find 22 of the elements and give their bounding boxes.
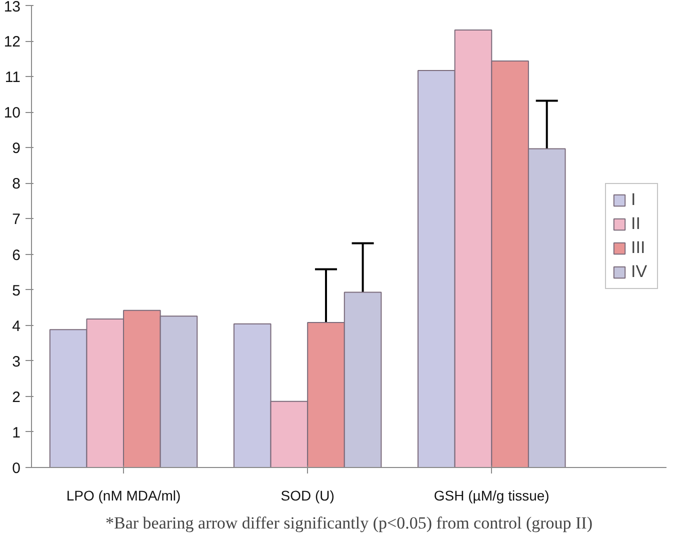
legend-label: I [631,190,637,210]
legend-label: IV [631,262,648,282]
y-tick-label: 5 [12,282,20,300]
x-tick-label: GSH (µM/g tissue) [434,488,550,504]
y-tick-label: 13 [4,0,21,16]
y-tick-label: 4 [12,318,20,335]
y-tick-label: 0 [12,460,20,477]
y-tick-label: 6 [12,246,20,264]
x-tick-label: SOD (U) [280,488,334,504]
y-tick-label: 12 [4,34,21,51]
y-tick-label: 8 [12,176,20,193]
legend-label: III [631,238,646,258]
y-tick-label: 3 [12,353,20,370]
y-tick-label: 1 [12,424,20,442]
y-tick-label: 7 [12,211,20,228]
y-tick-label: 11 [4,69,21,86]
y-tick-label: 9 [12,140,20,158]
y-tick-label: 10 [4,104,21,122]
y-tick-label: 2 [12,388,20,406]
legend-label: II [631,214,642,234]
x-tick-label: LPO (nM MDA/ml) [66,488,181,504]
text: *Bar bearing arrow differ significantly (p<0.05) from control (group II) [105,514,593,532]
